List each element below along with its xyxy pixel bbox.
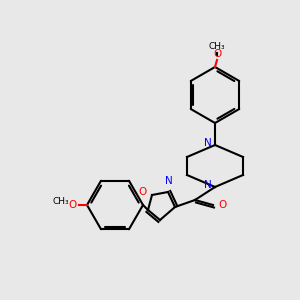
Text: N: N [204,138,212,148]
Text: O: O [139,187,147,197]
Text: O: O [218,200,226,210]
Text: N: N [204,180,212,190]
Text: CH₃: CH₃ [209,42,225,51]
Text: CH₃: CH₃ [52,197,69,206]
Text: O: O [69,200,77,210]
Text: O: O [213,49,221,59]
Text: N: N [165,176,173,186]
